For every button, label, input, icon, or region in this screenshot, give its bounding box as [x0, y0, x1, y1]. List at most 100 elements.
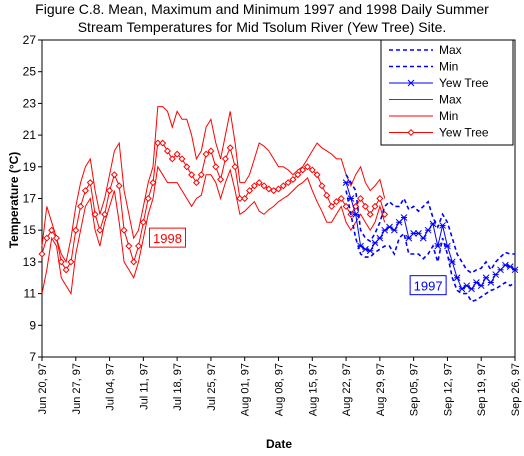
diamond-marker: [337, 194, 345, 203]
diamond-marker: [246, 187, 254, 195]
legend-label: Min: [439, 60, 458, 74]
diamond-marker: [67, 258, 75, 266]
diamond-marker: [279, 182, 287, 190]
legend-label: Max: [439, 43, 462, 57]
legend-entry: Min: [389, 60, 458, 74]
diamond-marker: [207, 147, 215, 155]
diamond-marker: [265, 185, 273, 193]
star-marker-d2: [463, 282, 471, 290]
star-marker-d2: [419, 234, 427, 242]
diamond-marker: [371, 202, 379, 210]
diamond-marker: [110, 171, 118, 179]
diamond-marker: [202, 150, 210, 158]
legend-diamond: [407, 128, 415, 137]
diamond-marker: [308, 166, 316, 174]
diamond-marker: [318, 182, 326, 190]
diamond-marker: [139, 218, 147, 226]
diamond-marker: [217, 175, 225, 183]
series-line: [41, 165, 386, 296]
diamond-marker: [115, 182, 123, 190]
x-tick-label: Jul 11, 97: [138, 363, 150, 410]
diamond-marker: [328, 202, 336, 210]
chart-title: Figure C.8. Mean, Maximum and Minimum 19…: [0, 0, 524, 36]
star-marker-d2: [390, 226, 398, 234]
diamond-marker: [323, 191, 331, 199]
diamond-marker: [72, 226, 80, 234]
diamond-marker: [62, 266, 70, 274]
y-tick-label: 23: [23, 96, 37, 110]
y-tick-label: 9: [29, 318, 36, 332]
diamond-marker: [366, 210, 374, 218]
x-tick-label: Aug 01, 97: [240, 363, 252, 416]
diamond-marker: [270, 187, 278, 195]
diamond-marker: [188, 171, 196, 179]
diamond-marker: [154, 139, 162, 147]
x-tick-label: Jul 25, 97: [206, 363, 218, 411]
annotation-label: 1997: [414, 279, 443, 294]
legend-entry: Min: [389, 109, 458, 123]
diamond-marker: [313, 171, 321, 179]
diamond-marker: [183, 163, 191, 171]
series-1998-max: [41, 106, 386, 264]
star-marker-d2: [482, 274, 490, 282]
y-tick-label: 13: [23, 255, 37, 269]
star-marker-d2: [477, 282, 485, 290]
legend-label: Min: [439, 109, 458, 123]
annotations: 1998 1997: [148, 227, 447, 296]
chart-title-line-1: Figure C.8. Mean, Maximum and Minimum 19…: [35, 1, 489, 17]
diamond-marker: [168, 155, 176, 163]
star-marker-d2: [342, 179, 350, 187]
diamond-marker: [236, 194, 244, 203]
x-tick-label: Aug 22, 97: [341, 363, 353, 416]
legend-entry: Yew Tree: [389, 76, 489, 90]
diamond-marker: [48, 226, 56, 234]
star-marker-d2: [386, 223, 393, 231]
star-marker-d2: [366, 247, 374, 255]
x-tick-label: Jun 20, 97: [37, 363, 49, 414]
annotation-1998: 1998: [148, 227, 186, 248]
y-tick-label: 11: [24, 287, 37, 301]
x-tick-label: Jul 18, 97: [172, 363, 184, 411]
diamond-marker: [289, 175, 297, 183]
star-marker-d2: [511, 266, 519, 274]
y-tick-label: 21: [23, 128, 37, 142]
star-marker-d2: [439, 222, 446, 229]
star-marker-d2: [381, 226, 389, 234]
x-axis-label: Date: [266, 437, 292, 451]
series-1997-max: [345, 174, 515, 274]
diamond-marker: [260, 182, 268, 190]
diamond-marker: [226, 144, 234, 152]
diamond-marker: [376, 194, 384, 203]
diamond-marker: [173, 150, 181, 158]
diamond-marker: [294, 171, 302, 179]
star-marker-d2: [362, 245, 369, 253]
y-axis-label: Temperature (°C): [7, 152, 21, 249]
diamond-marker: [231, 163, 239, 171]
diamond-marker: [149, 179, 157, 187]
legend-entry: Max: [389, 93, 462, 107]
diamond-marker: [159, 139, 167, 147]
series-line: [345, 190, 516, 303]
diamond-marker: [352, 202, 360, 210]
star-marker-d2: [352, 210, 360, 218]
legend-label: Yew Tree: [439, 126, 489, 140]
annotation-box: [148, 227, 186, 248]
x-axis: Jun 20, 97 Jun 27, 97 Jul 04, 97 Jul 11, 97…: [37, 357, 522, 416]
chart-title-line-2: Stream Temperatures for Mid Tsolum River…: [77, 19, 447, 35]
diamond-marker: [303, 163, 311, 171]
diamond-marker: [86, 179, 94, 187]
diamond-marker: [241, 194, 249, 203]
star-marker-d2: [424, 226, 432, 234]
star-marker-d2: [434, 242, 442, 250]
x-tick-label: Jun 27, 97: [71, 363, 83, 414]
diamond-marker: [361, 202, 369, 210]
diamond-marker: [274, 185, 283, 193]
diamond-marker: [91, 210, 99, 218]
star-marker-d2: [468, 285, 475, 293]
star-marker-d2: [400, 214, 408, 221]
diamond-marker: [120, 226, 128, 234]
diamond-marker: [38, 250, 46, 258]
y-axis: 7 9 11 13 15 17 19 21 23 25 27: [23, 33, 42, 364]
diamond-marker: [101, 210, 109, 218]
diamond-marker: [163, 147, 171, 155]
